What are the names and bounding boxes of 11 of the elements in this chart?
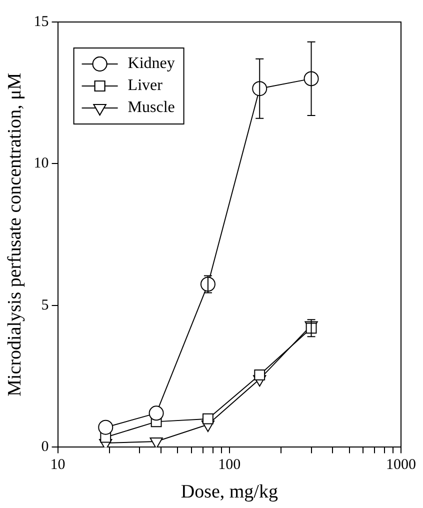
legend-label: Muscle — [128, 99, 175, 116]
y-tick-label: 15 — [34, 14, 49, 30]
y-axis-title: Microdialysis perfusate concentration, μM — [4, 72, 26, 396]
x-tick-label: 1000 — [386, 457, 416, 474]
y-tick-label: 0 — [41, 439, 49, 456]
x-tick-label: 100 — [218, 457, 241, 474]
legend-label: Liver — [128, 77, 164, 94]
legend-label: Kidney — [128, 55, 175, 72]
y-tick-label: 5 — [41, 297, 49, 314]
y-tick-label: 10 — [34, 156, 49, 172]
x-axis-title: Dose, mg/kg — [180, 482, 278, 503]
